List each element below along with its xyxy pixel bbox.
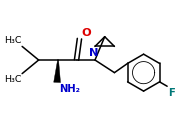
Text: N: N bbox=[89, 48, 99, 58]
Text: NH₂: NH₂ bbox=[59, 84, 80, 94]
Text: H₃C: H₃C bbox=[4, 75, 21, 84]
Text: H₃C: H₃C bbox=[4, 36, 21, 45]
Polygon shape bbox=[54, 60, 61, 83]
Text: F: F bbox=[168, 88, 175, 98]
Text: O: O bbox=[81, 28, 91, 38]
